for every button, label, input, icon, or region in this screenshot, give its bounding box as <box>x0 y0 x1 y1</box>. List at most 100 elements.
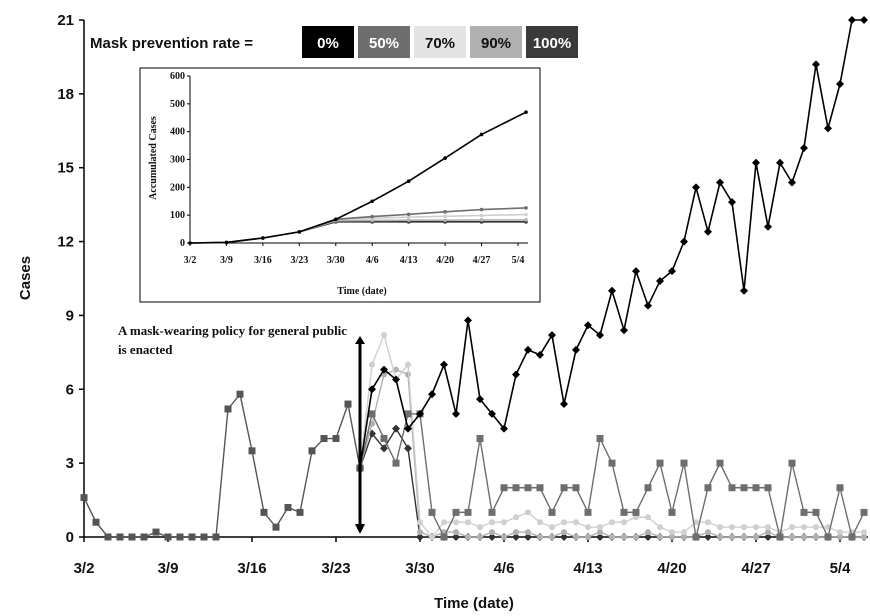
data-point <box>764 222 772 231</box>
policy-annotation: A mask-wearing policy for general public… <box>118 323 365 534</box>
data-point <box>776 533 784 541</box>
inset-y-tick-label: 500 <box>170 99 185 110</box>
data-point <box>657 524 663 531</box>
data-point <box>644 484 652 492</box>
data-point <box>464 508 472 516</box>
data-point <box>692 183 700 192</box>
inset-x-tick-label: 3/30 <box>327 255 345 266</box>
inset-data-point <box>524 218 528 222</box>
data-point <box>704 484 712 492</box>
main-ticks: 0 3 6 9 12 15 18 21 3/2 3/9 3/16 3/23 3/30 4/6 4/13 4/2… <box>57 12 851 577</box>
legend-swatch <box>470 26 522 58</box>
legend-swatch <box>358 26 410 58</box>
data-point <box>404 424 412 433</box>
inset-data-point <box>224 240 229 245</box>
data-point <box>860 16 868 24</box>
data-point <box>632 267 640 276</box>
x-tick-label: 3/23 <box>321 560 350 577</box>
data-point <box>740 484 748 492</box>
inset-x-axis-label: Time (date) <box>337 286 387 297</box>
data-point <box>741 534 747 540</box>
inset-data-point <box>443 210 447 214</box>
data-point <box>644 533 652 541</box>
inset-data-point <box>370 199 375 204</box>
data-point <box>465 519 471 526</box>
data-point <box>788 459 796 467</box>
data-point <box>536 350 544 359</box>
data-point <box>717 534 723 540</box>
data-point <box>584 508 592 516</box>
data-point <box>728 484 736 492</box>
data-point <box>512 533 520 541</box>
data-point <box>789 524 795 531</box>
data-point <box>476 395 484 404</box>
data-point <box>476 435 484 443</box>
inset-series-line <box>189 111 527 244</box>
inset-y-tick-label: 0 <box>180 238 185 249</box>
data-point <box>428 390 436 399</box>
data-point <box>729 534 735 540</box>
inset-data-point <box>297 230 302 234</box>
data-point <box>512 370 520 379</box>
inset-series <box>188 110 528 245</box>
data-point <box>609 534 615 540</box>
inset-data-point <box>370 214 375 219</box>
data-point <box>452 533 460 541</box>
data-point <box>404 410 412 418</box>
data-point <box>801 534 807 540</box>
data-point <box>284 503 292 511</box>
legend-entry-label: 90% <box>481 35 511 52</box>
data-point <box>597 524 603 531</box>
inset-x-tick-label: 4/20 <box>436 255 454 266</box>
data-point <box>381 332 387 339</box>
inset-data-point <box>479 132 484 137</box>
data-point <box>440 360 448 369</box>
data-point <box>429 534 435 540</box>
data-point <box>669 534 675 540</box>
legend-label: Mask prevention rate = <box>90 35 253 52</box>
inset-data-point <box>443 214 447 219</box>
data-point <box>645 514 651 521</box>
data-point <box>596 533 604 541</box>
data-point <box>452 409 460 418</box>
inset-x-tick-label: 4/6 <box>366 255 379 266</box>
inset-ticks: 0 100 200 300 400 500 600 3/2 3/9 3/16 3/23 3/30 4/6… <box>170 71 524 266</box>
data-point <box>597 529 603 536</box>
data-point <box>344 400 352 408</box>
data-point <box>657 534 663 540</box>
data-point <box>560 484 568 492</box>
data-point <box>704 533 712 541</box>
y-tick-label: 0 <box>66 529 74 546</box>
data-point <box>620 508 628 516</box>
y-tick-label: 18 <box>57 86 74 103</box>
data-point <box>524 345 532 354</box>
series-line-rate-1 <box>359 411 865 540</box>
data-point <box>393 366 399 373</box>
inset-data-point <box>479 218 484 222</box>
data-point <box>536 484 544 492</box>
data-point <box>104 533 112 541</box>
data-point <box>644 301 652 310</box>
data-point <box>752 158 760 167</box>
y-tick-label: 12 <box>57 234 74 251</box>
data-point <box>80 494 88 502</box>
inset-data-point <box>261 236 265 240</box>
data-point <box>729 524 735 531</box>
data-point <box>489 519 495 526</box>
data-point <box>812 508 820 516</box>
legend-swatch <box>302 26 354 58</box>
data-point <box>320 435 328 443</box>
data-point <box>368 410 376 418</box>
data-point <box>488 508 496 516</box>
data-point <box>164 533 172 541</box>
data-point <box>332 435 340 443</box>
data-point <box>572 484 580 492</box>
data-point <box>537 534 543 540</box>
inset-chart: 0 100 200 300 400 500 600 3/2 3/9 3/16 3/23 3/30 4/6… <box>139 67 541 303</box>
data-point <box>801 524 807 531</box>
x-tick-label: 4/13 <box>573 560 602 577</box>
data-point <box>620 326 628 335</box>
series-rate-2 <box>357 332 867 540</box>
data-point <box>669 529 675 536</box>
